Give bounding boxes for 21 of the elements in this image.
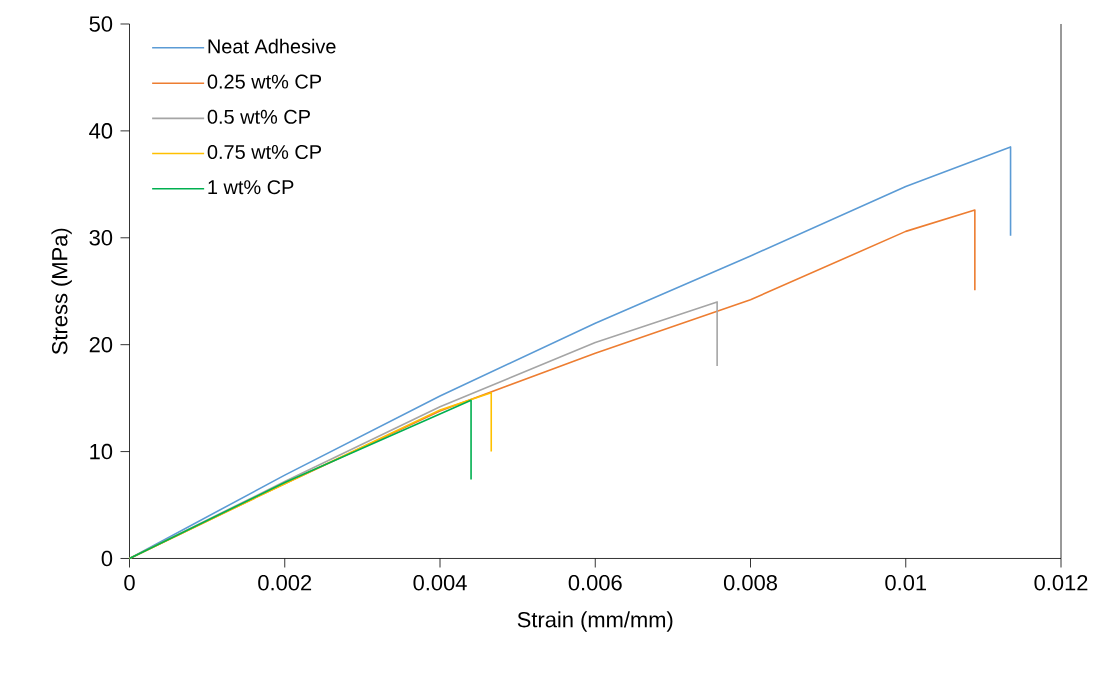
y-tick-label: 30 (89, 230, 113, 246)
legend-label: 0.25 wt% CP (207, 74, 322, 89)
x-tick-label: 0.004 (413, 574, 467, 591)
y-axis-title: Stress (MPa) (51, 228, 72, 355)
y-tick-label: 50 (89, 16, 113, 32)
x-tick-label: 0.008 (723, 574, 777, 591)
y-tick-label: 20 (89, 336, 113, 353)
legend-label: 0.75 wt% CP (207, 144, 322, 160)
x-tick-label: 0.01 (885, 574, 927, 591)
y-tick-label: 10 (90, 443, 113, 460)
line-series (128, 146, 1012, 560)
y-tick-label: 40 (89, 123, 113, 139)
legend-label: 0.5 wt% CP (207, 109, 310, 124)
x-tick-label: 0.006 (568, 574, 622, 591)
legend-label: Neat Adhesive (208, 38, 336, 54)
x-tick-label: 0.002 (258, 574, 312, 591)
legend-label: 1 wt% CP (208, 180, 294, 195)
y-tick-label: 0 (101, 550, 113, 567)
x-tick-label: 0.012 (1034, 574, 1088, 591)
x-axis-title: Strain (mm/mm) (517, 611, 673, 632)
x-tick-label: 0 (124, 574, 135, 591)
